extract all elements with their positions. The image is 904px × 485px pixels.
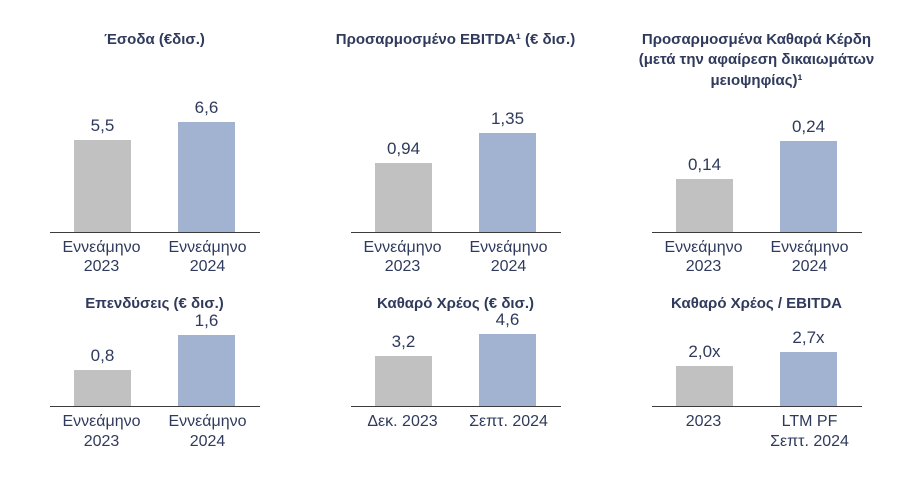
plot-area: 0,94 1,35 <box>375 102 536 232</box>
x-axis-label: Εννεάμηνο 2023 <box>664 239 743 276</box>
bar-group-current: 6,6 <box>178 98 235 232</box>
x-axis-labels: Εννεάμηνο 2023 Εννεάμηνο 2024 <box>49 238 261 276</box>
x-axis-label: Εννεάμηνο 2024 <box>168 413 247 450</box>
bar-2023 <box>676 366 733 407</box>
bar-2024 <box>178 122 235 232</box>
bar-group-prior: 3,2 <box>375 331 432 407</box>
x-axis-label: Εννεάμηνο 2024 <box>770 239 849 276</box>
bar-group-current: 1,35 <box>479 109 536 232</box>
bar-2023 <box>676 179 733 232</box>
bar-group-prior: 0,14 <box>676 155 733 232</box>
bar-value-label: 1,6 <box>194 310 219 330</box>
chart-title: Καθαρό Χρέος / EBITDA <box>671 295 842 313</box>
bar-value-label: 6,6 <box>194 97 219 117</box>
bar-2023 <box>74 140 131 232</box>
chart-title: Έσοδα (€δισ.) <box>104 31 205 48</box>
bar-value-label: 0,14 <box>687 154 722 174</box>
bar-value-label: 1,35 <box>490 108 525 128</box>
bar-2024 <box>178 335 235 407</box>
x-axis-labels: Δεκ. 2023 Σεπτ. 2024 <box>350 412 562 431</box>
x-axis-label: Εννεάμηνο 2023 <box>62 239 141 276</box>
x-axis-line <box>350 406 561 408</box>
x-axis-label: Εννεάμηνο 2023 <box>62 413 141 450</box>
bar-group-current: 4,6 <box>479 309 536 407</box>
chart-title: Επενδύσεις (€ δισ.) <box>85 295 224 313</box>
bar-value-label: 2,7x <box>792 327 825 347</box>
plot-area: 0,14 0,24 <box>676 102 837 232</box>
chart-title: Προσαρμοσμένα Καθαρά Κέρδη (μετά την αφα… <box>638 31 875 89</box>
x-axis-label: Εννεάμηνο 2024 <box>168 239 247 276</box>
bar-value-label: 2,0x <box>688 341 721 361</box>
x-axis-labels: Εννεάμηνο 2023 Εννεάμηνο 2024 <box>49 412 261 450</box>
bar-value-label: 0,8 <box>90 345 115 365</box>
x-axis-line <box>49 232 260 233</box>
x-axis-labels: Εννεάμηνο 2023 Εννεάμηνο 2024 <box>350 238 562 276</box>
bar-group-prior: 0,94 <box>375 139 432 232</box>
plot-area: 5,5 6,6 <box>74 98 235 232</box>
bar-2023 <box>375 163 432 232</box>
bar-group-current: 0,24 <box>780 117 837 232</box>
x-axis-line <box>350 232 561 233</box>
bar-value-label: 3,2 <box>391 331 416 351</box>
bar-2024 <box>780 141 837 232</box>
chart-adjusted-net-profit: Προσαρμοσμένα Καθαρά Κέρδη (μετά την αφα… <box>606 30 904 276</box>
chart-adjusted-ebitda: Προσαρμοσμένο EBITDA¹ (€ δισ.) 0,94 1,35… <box>305 30 606 276</box>
chart-revenue: Έσοδα (€δισ.) 5,5 6,6 Εννεάμηνο 2023 Ενν… <box>4 30 305 276</box>
chart-investments: Επενδύσεις (€ δισ.) 0,8 1,6 Εννεάμηνο 20… <box>4 294 305 450</box>
plot-area: 3,2 4,6 <box>375 310 536 407</box>
x-axis-label: LTM PF Σεπτ. 2024 <box>770 413 849 450</box>
bar-group-current: 1,6 <box>178 310 235 407</box>
plot-area: 0,8 1,6 <box>74 311 235 407</box>
chart-title: Καθαρό Χρέος (€ δισ.) <box>376 295 535 313</box>
bar-group-prior: 2,0x <box>676 341 733 407</box>
bar-2023 <box>74 370 131 407</box>
bar-2024 <box>479 133 536 232</box>
bar-sep-2024 <box>479 334 536 407</box>
bar-group-prior: 5,5 <box>74 116 131 232</box>
x-axis-labels: Εννεάμηνο 2023 Εννεάμηνο 2024 <box>651 238 863 276</box>
bar-value-label: 0,24 <box>791 116 826 136</box>
chart-title: Προσαρμοσμένο EBITDA¹ (€ δισ.) <box>335 31 576 48</box>
x-axis-labels: 2023 LTM PF Σεπτ. 2024 <box>651 412 863 450</box>
kpi-charts-grid: Έσοδα (€δισ.) 5,5 6,6 Εννεάμηνο 2023 Ενν… <box>4 30 904 450</box>
bar-ltm-pf-sep-2024 <box>780 352 837 407</box>
chart-net-debt-to-ebitda: Καθαρό Χρέος / EBITDA 2,0x 2,7x 2023 LTM… <box>606 294 904 450</box>
x-axis-line <box>651 232 862 233</box>
chart-net-debt: Καθαρό Χρέος (€ δισ.) 3,2 4,6 Δεκ. 2023 … <box>305 294 606 450</box>
x-axis-line <box>49 406 260 408</box>
plot-area: 2,0x 2,7x <box>676 316 837 407</box>
x-axis-line <box>651 406 862 408</box>
x-axis-label: Δεκ. 2023 <box>367 413 438 431</box>
bar-value-label: 5,5 <box>90 115 115 135</box>
x-axis-label: Εννεάμηνο 2024 <box>469 239 548 276</box>
bar-dec-2023 <box>375 356 432 407</box>
bar-value-label: 4,6 <box>495 309 520 329</box>
x-axis-label: 2023 <box>685 413 722 431</box>
x-axis-label: Σεπτ. 2024 <box>469 413 548 431</box>
x-axis-label: Εννεάμηνο 2023 <box>363 239 442 276</box>
bar-group-prior: 0,8 <box>74 345 131 407</box>
bar-value-label: 0,94 <box>386 138 421 158</box>
bar-group-current: 2,7x <box>780 327 837 407</box>
